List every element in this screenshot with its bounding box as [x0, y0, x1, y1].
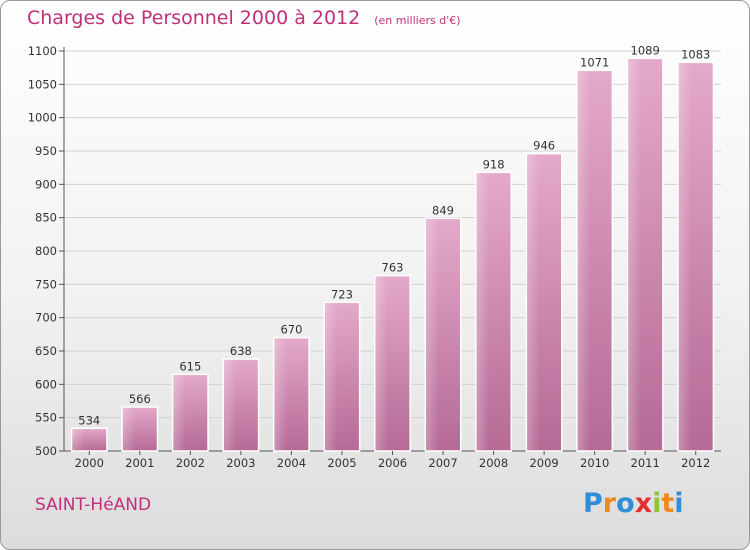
logo-letter: i [652, 488, 662, 519]
logo-letter: P [583, 488, 603, 519]
title-block: Charges de Personnel 2000 à 2012 (en mill… [27, 7, 461, 29]
bar-highlight [527, 154, 540, 450]
y-tick-label: 500 [35, 444, 57, 458]
bar-highlight [426, 219, 439, 450]
data-label: 1071 [580, 55, 609, 69]
data-label: 670 [280, 323, 302, 337]
logo-letter: o [616, 488, 635, 519]
logo-letter: t [661, 488, 675, 519]
proxiti-logo: Proxiti [583, 488, 684, 519]
x-tick-label: 2006 [378, 456, 407, 470]
x-tick-label: 2007 [428, 456, 457, 470]
bar-highlight [173, 375, 187, 450]
bar-highlight [628, 59, 641, 450]
x-tick-label: 2008 [479, 456, 508, 470]
data-label: 849 [432, 203, 454, 217]
bar-highlight [476, 173, 490, 451]
y-tick-label: 900 [35, 177, 57, 191]
y-tick-label: 1000 [28, 111, 57, 125]
bar-highlight [325, 303, 338, 450]
data-label: 723 [331, 287, 353, 301]
bar-highlight [123, 408, 136, 450]
bar-highlight [679, 63, 692, 450]
data-label: 918 [483, 157, 505, 171]
x-tick-label: 2001 [125, 456, 154, 470]
x-tick-label: 2011 [631, 456, 660, 470]
data-label: 1089 [631, 43, 660, 57]
chart-subtitle: (en milliers d'€) [374, 14, 461, 27]
data-label: 566 [129, 392, 151, 406]
y-tick-labels: 500 550 600 650 700 750 800 850 900 950 1000 1050 11… [28, 44, 57, 458]
x-tick-label: 2010 [580, 456, 609, 470]
bar-highlight [224, 360, 237, 450]
data-label: 1083 [681, 47, 710, 61]
x-tick-label: 2002 [176, 456, 205, 470]
y-tick-label: 650 [35, 344, 57, 358]
y-tick-label: 700 [35, 311, 57, 325]
data-label: 534 [78, 413, 100, 427]
bars [70, 57, 715, 452]
data-label: 615 [179, 359, 201, 373]
y-tick-label: 600 [35, 377, 57, 391]
logo-letter: i [674, 488, 684, 519]
x-tick-label: 2005 [327, 456, 356, 470]
x-tick-label: 2012 [681, 456, 710, 470]
bar-highlight [274, 338, 288, 450]
x-tick-label: 2004 [277, 456, 306, 470]
x-tick-label: 2003 [226, 456, 255, 470]
y-tick-label: 750 [35, 277, 57, 291]
y-tick-label: 800 [35, 244, 57, 258]
data-label: 763 [382, 261, 404, 275]
chart-title: Charges de Personnel 2000 à 2012 [27, 7, 361, 29]
logo-letter: r [602, 488, 617, 519]
y-tick-label: 950 [35, 144, 57, 158]
x-tick-labels: 2000 2001 2002 2003 2004 2005 2006 2007 2008 2009… [75, 451, 710, 470]
bar-highlight [577, 71, 591, 450]
data-label: 638 [230, 344, 252, 358]
y-tick-label: 1050 [28, 77, 57, 91]
x-tick-label: 2000 [75, 456, 104, 470]
x-tick-label: 2009 [529, 456, 558, 470]
bar-highlight [375, 276, 389, 450]
y-tick-label: 550 [35, 411, 57, 425]
data-labels: 534 566 615 638 670 723 763 849 918 946 1071 1089 10… [78, 43, 710, 427]
logo-letter: x [634, 488, 653, 519]
data-label: 946 [533, 139, 555, 153]
y-tick-label: 850 [35, 211, 57, 225]
bar-highlight [72, 429, 85, 450]
y-tick-label: 1100 [28, 44, 57, 58]
commune-name: SAINT-HéAND [35, 495, 152, 515]
